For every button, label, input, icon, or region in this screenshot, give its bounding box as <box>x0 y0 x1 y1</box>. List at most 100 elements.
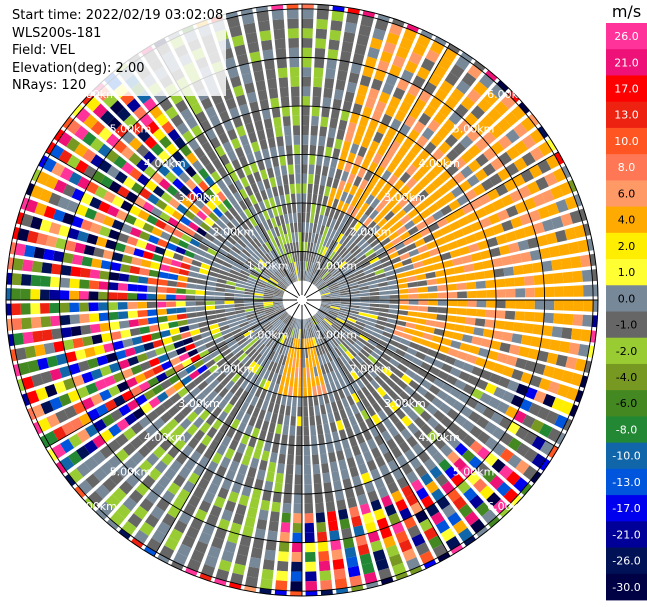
velocity-bin <box>257 331 266 339</box>
velocity-bin <box>185 306 196 313</box>
velocity-bin <box>245 382 254 393</box>
velocity-bin <box>99 389 112 402</box>
velocity-bin <box>265 253 273 263</box>
velocity-bin <box>154 346 167 356</box>
velocity-bin <box>273 116 282 128</box>
velocity-bin <box>562 271 574 284</box>
velocity-bin <box>340 306 350 310</box>
velocity-bin <box>196 344 207 353</box>
velocity-bin <box>206 314 217 321</box>
velocity-bin <box>403 115 417 128</box>
velocity-bin <box>175 246 187 255</box>
velocity-bin <box>100 260 112 270</box>
velocity-bin <box>134 373 147 384</box>
velocity-bin <box>346 276 357 283</box>
velocity-bin <box>386 274 397 281</box>
velocity-bin <box>302 18 314 29</box>
velocity-bin <box>302 377 307 388</box>
velocity-bin <box>283 415 290 426</box>
velocity-bin <box>220 265 231 273</box>
colorbar-tick-label: 10.0 <box>614 135 639 148</box>
velocity-bin <box>433 409 446 422</box>
velocity-bin <box>458 503 473 518</box>
velocity-bin <box>206 281 217 287</box>
velocity-bin <box>250 547 263 559</box>
velocity-bin <box>306 367 311 378</box>
velocity-bin <box>387 174 399 186</box>
velocity-bin <box>24 345 37 359</box>
velocity-bin <box>220 243 231 253</box>
velocity-bin <box>417 312 428 319</box>
velocity-bin <box>466 88 482 104</box>
velocity-bin <box>315 313 324 321</box>
velocity-bin <box>112 487 127 502</box>
velocity-bin <box>271 274 281 282</box>
velocity-bin <box>324 342 332 352</box>
velocity-bin <box>413 416 426 429</box>
velocity-bin <box>330 360 338 371</box>
velocity-bin <box>411 214 424 225</box>
velocity-bin <box>341 527 353 540</box>
velocity-bin <box>268 87 279 99</box>
velocity-bin <box>328 310 339 316</box>
velocity-bin <box>244 288 255 293</box>
velocity-bin <box>244 445 254 457</box>
velocity-bin <box>59 167 74 181</box>
velocity-bin <box>164 343 176 353</box>
velocity-bin <box>358 463 369 475</box>
velocity-bin <box>259 318 269 325</box>
velocity-bin <box>278 225 284 236</box>
velocity-bin <box>268 314 278 322</box>
velocity-bin <box>523 225 536 237</box>
velocity-bin <box>328 263 336 273</box>
velocity-bin <box>169 392 182 404</box>
velocity-bin <box>285 194 291 205</box>
velocity-bin <box>26 390 40 405</box>
velocity-bin <box>437 370 449 381</box>
velocity-bin <box>302 4 314 10</box>
velocity-bin <box>210 183 221 195</box>
velocity-bin <box>272 492 282 503</box>
velocity-bin <box>202 257 213 266</box>
velocity-bin <box>561 165 571 179</box>
velocity-bin <box>430 190 443 202</box>
velocity-bin <box>224 57 237 70</box>
colorbar-tick-label: 0.0 <box>618 292 636 305</box>
velocity-bin <box>51 263 62 275</box>
velocity-bin <box>349 112 360 124</box>
velocity-bin <box>182 256 193 264</box>
velocity-bin <box>35 387 49 401</box>
velocity-bin <box>323 393 330 405</box>
velocity-bin <box>335 317 346 324</box>
velocity-bin <box>240 235 250 246</box>
velocity-bin <box>205 296 215 300</box>
colorbar-tick-label: -26.0 <box>612 555 640 568</box>
velocity-bin <box>494 320 505 330</box>
velocity-bin <box>569 210 583 224</box>
velocity-bin <box>253 203 262 214</box>
velocity-bin <box>552 367 565 381</box>
velocity-bin <box>146 293 157 300</box>
velocity-bin <box>59 302 70 313</box>
velocity-bin <box>10 303 21 316</box>
velocity-bin <box>379 290 390 295</box>
velocity-bin <box>369 173 380 186</box>
velocity-bin <box>193 339 205 348</box>
velocity-bin <box>257 278 268 285</box>
velocity-bin <box>314 325 320 336</box>
velocity-bin <box>402 333 413 341</box>
velocity-bin <box>352 53 365 65</box>
velocity-bin <box>452 400 465 413</box>
velocity-bin <box>295 173 301 184</box>
velocity-bin <box>383 405 394 417</box>
velocity-bin <box>250 322 260 330</box>
velocity-bin <box>139 361 152 372</box>
velocity-bin <box>433 328 445 336</box>
velocity-bin <box>327 280 337 287</box>
velocity-bin <box>234 362 244 373</box>
velocity-bin <box>397 343 409 352</box>
velocity-bin <box>195 301 206 306</box>
velocity-bin <box>314 48 326 59</box>
velocity-bin <box>103 342 115 353</box>
velocity-bin <box>359 441 370 454</box>
